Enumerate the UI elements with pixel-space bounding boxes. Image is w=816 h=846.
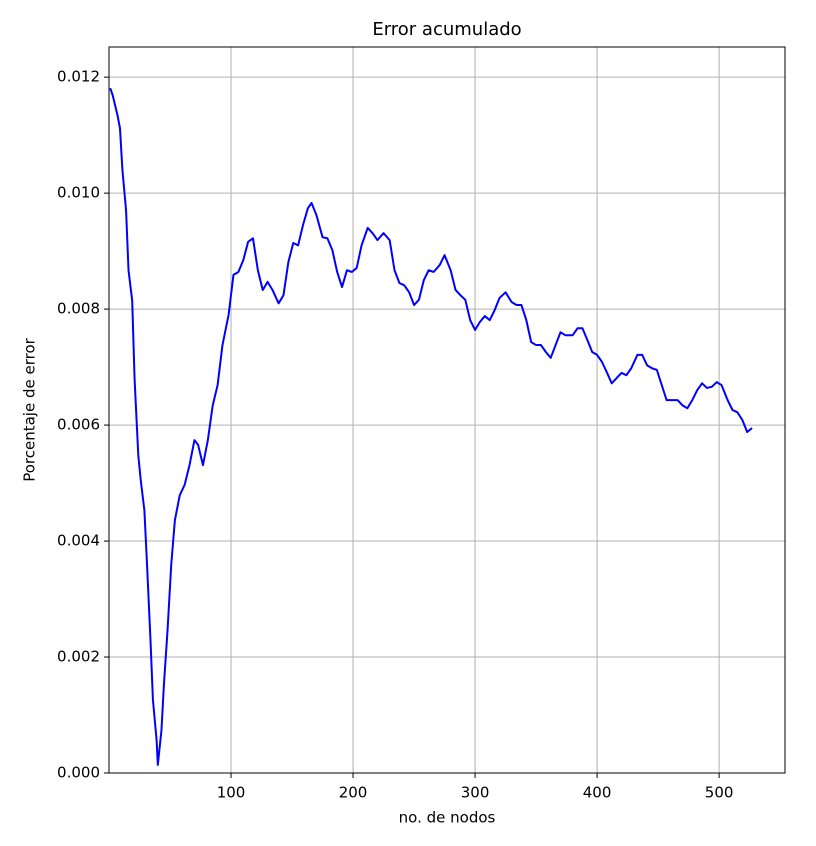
y-tick-label: 0.008: [57, 300, 100, 318]
y-axis-label: Porcentaje de error: [21, 337, 39, 481]
y-tick-label: 0.010: [57, 184, 100, 202]
y-tick-label: 0.006: [57, 416, 100, 434]
data-line: [109, 87, 753, 766]
x-axis-label: no. de nodos: [399, 809, 496, 827]
x-tick-label: 300: [461, 784, 490, 802]
y-tick-label: 0.002: [57, 648, 100, 666]
y-tick-label: 0.000: [57, 764, 100, 782]
y-tick-label: 0.004: [57, 532, 100, 550]
y-tick-label: 0.012: [57, 68, 100, 86]
x-tick-label: 500: [705, 784, 734, 802]
x-tick-label: 400: [583, 784, 612, 802]
x-tick-label: 200: [339, 784, 368, 802]
plot-frame: [108, 46, 786, 774]
chart-title: Error acumulado: [372, 19, 521, 40]
x-tick-label: 100: [217, 784, 246, 802]
